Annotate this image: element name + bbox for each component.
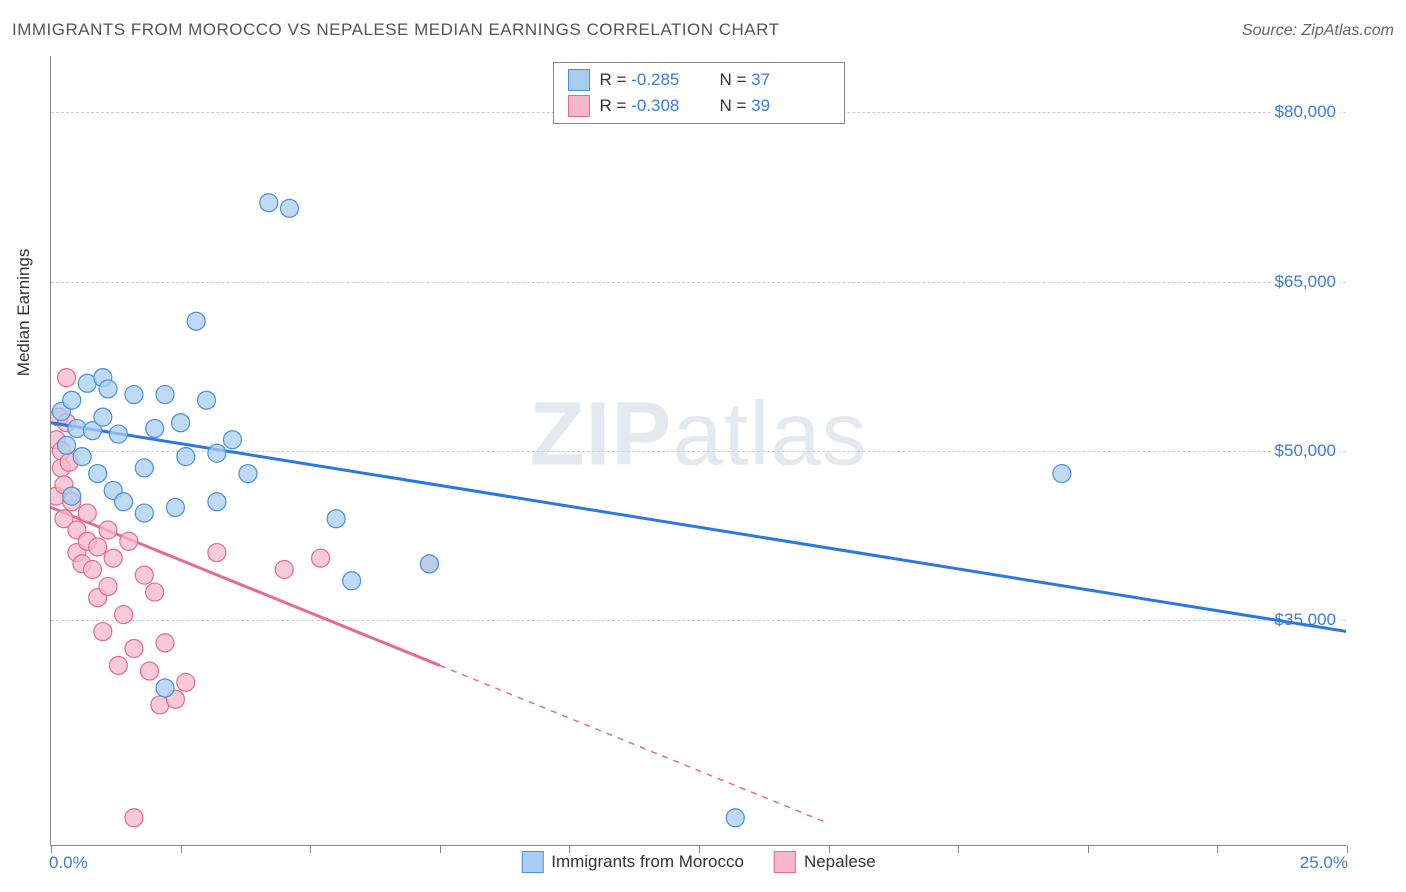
x-axis-max-label: 25.0% [1300, 853, 1348, 873]
data-point-nepalese [140, 662, 158, 680]
data-point-morocco [166, 498, 184, 516]
data-point-morocco [187, 312, 205, 330]
data-point-morocco [156, 386, 174, 404]
data-point-nepalese [125, 640, 143, 658]
legend-bottom-swatch-nepalese [774, 851, 796, 873]
trend-line-dashed-nepalese [440, 665, 829, 823]
data-point-morocco [135, 459, 153, 477]
data-point-morocco [327, 510, 345, 528]
data-point-nepalese [83, 561, 101, 579]
x-tick [181, 845, 182, 853]
legend-label-morocco: Immigrants from Morocco [551, 852, 744, 872]
legend-n-morocco: N = 37 [720, 70, 830, 90]
data-point-morocco [208, 444, 226, 462]
chart-header: IMMIGRANTS FROM MOROCCO VS NEPALESE MEDI… [12, 20, 1394, 40]
x-tick [829, 845, 830, 853]
data-point-morocco [109, 425, 127, 443]
data-point-morocco [177, 448, 195, 466]
data-point-nepalese [109, 656, 127, 674]
legend-item-nepalese: Nepalese [774, 851, 876, 873]
data-point-nepalese [104, 549, 122, 567]
data-point-morocco [420, 555, 438, 573]
data-point-nepalese [312, 549, 330, 567]
legend-item-morocco: Immigrants from Morocco [521, 851, 744, 873]
data-point-morocco [58, 436, 76, 454]
data-point-nepalese [99, 521, 117, 539]
data-point-morocco [1053, 465, 1071, 483]
data-point-morocco [260, 194, 278, 212]
x-tick [699, 845, 700, 853]
legend-swatch-nepalese [568, 95, 590, 117]
legend-row-morocco: R = -0.285 N = 37 [568, 67, 830, 93]
data-point-morocco [94, 408, 112, 426]
data-point-morocco [172, 414, 190, 432]
x-tick [440, 845, 441, 853]
data-point-morocco [726, 809, 744, 827]
data-point-morocco [239, 465, 257, 483]
data-point-morocco [208, 493, 226, 511]
chart-svg [51, 56, 1346, 845]
legend-label-nepalese: Nepalese [804, 852, 876, 872]
data-point-morocco [135, 504, 153, 522]
data-point-nepalese [120, 532, 138, 550]
data-point-morocco [73, 448, 91, 466]
x-tick [1088, 845, 1089, 853]
legend-series: Immigrants from Morocco Nepalese [521, 851, 876, 873]
data-point-nepalese [177, 673, 195, 691]
trend-line-morocco [51, 423, 1346, 632]
data-point-nepalese [135, 566, 153, 584]
legend-n-nepalese: N = 39 [720, 96, 830, 116]
legend-stats: R = -0.285 N = 37 R = -0.308 N = 39 [553, 62, 845, 124]
data-point-nepalese [78, 504, 96, 522]
data-point-morocco [89, 465, 107, 483]
data-point-nepalese [208, 544, 226, 562]
plot-area: ZIPatlas R = -0.285 N = 37 R = -0.308 N … [50, 56, 1346, 846]
legend-r-nepalese: R = -0.308 [600, 96, 710, 116]
legend-r-morocco: R = -0.285 [600, 70, 710, 90]
data-point-nepalese [125, 809, 143, 827]
x-tick [1217, 845, 1218, 853]
x-axis-min-label: 0.0% [49, 853, 88, 873]
x-tick [51, 845, 52, 853]
x-tick [569, 845, 570, 853]
data-point-morocco [115, 493, 133, 511]
data-point-morocco [125, 386, 143, 404]
data-point-nepalese [115, 606, 133, 624]
chart-title: IMMIGRANTS FROM MOROCCO VS NEPALESE MEDI… [12, 20, 779, 40]
data-point-morocco [198, 391, 216, 409]
data-point-morocco [63, 487, 81, 505]
data-point-morocco [223, 431, 241, 449]
data-point-nepalese [99, 577, 117, 595]
x-tick [310, 845, 311, 853]
data-point-morocco [99, 380, 117, 398]
data-point-nepalese [94, 623, 112, 641]
data-point-morocco [156, 679, 174, 697]
data-point-nepalese [156, 634, 174, 652]
y-axis-title: Median Earnings [14, 249, 34, 377]
legend-swatch-morocco [568, 69, 590, 91]
data-point-morocco [343, 572, 361, 590]
data-point-morocco [280, 199, 298, 217]
data-point-nepalese [275, 561, 293, 579]
chart-source: Source: ZipAtlas.com [1242, 22, 1394, 40]
legend-row-nepalese: R = -0.308 N = 39 [568, 93, 830, 119]
data-point-morocco [63, 391, 81, 409]
data-point-nepalese [146, 583, 164, 601]
x-tick [1347, 845, 1348, 853]
legend-bottom-swatch-morocco [521, 851, 543, 873]
data-point-nepalese [89, 538, 107, 556]
x-tick [958, 845, 959, 853]
data-point-morocco [146, 419, 164, 437]
data-point-nepalese [58, 369, 76, 387]
